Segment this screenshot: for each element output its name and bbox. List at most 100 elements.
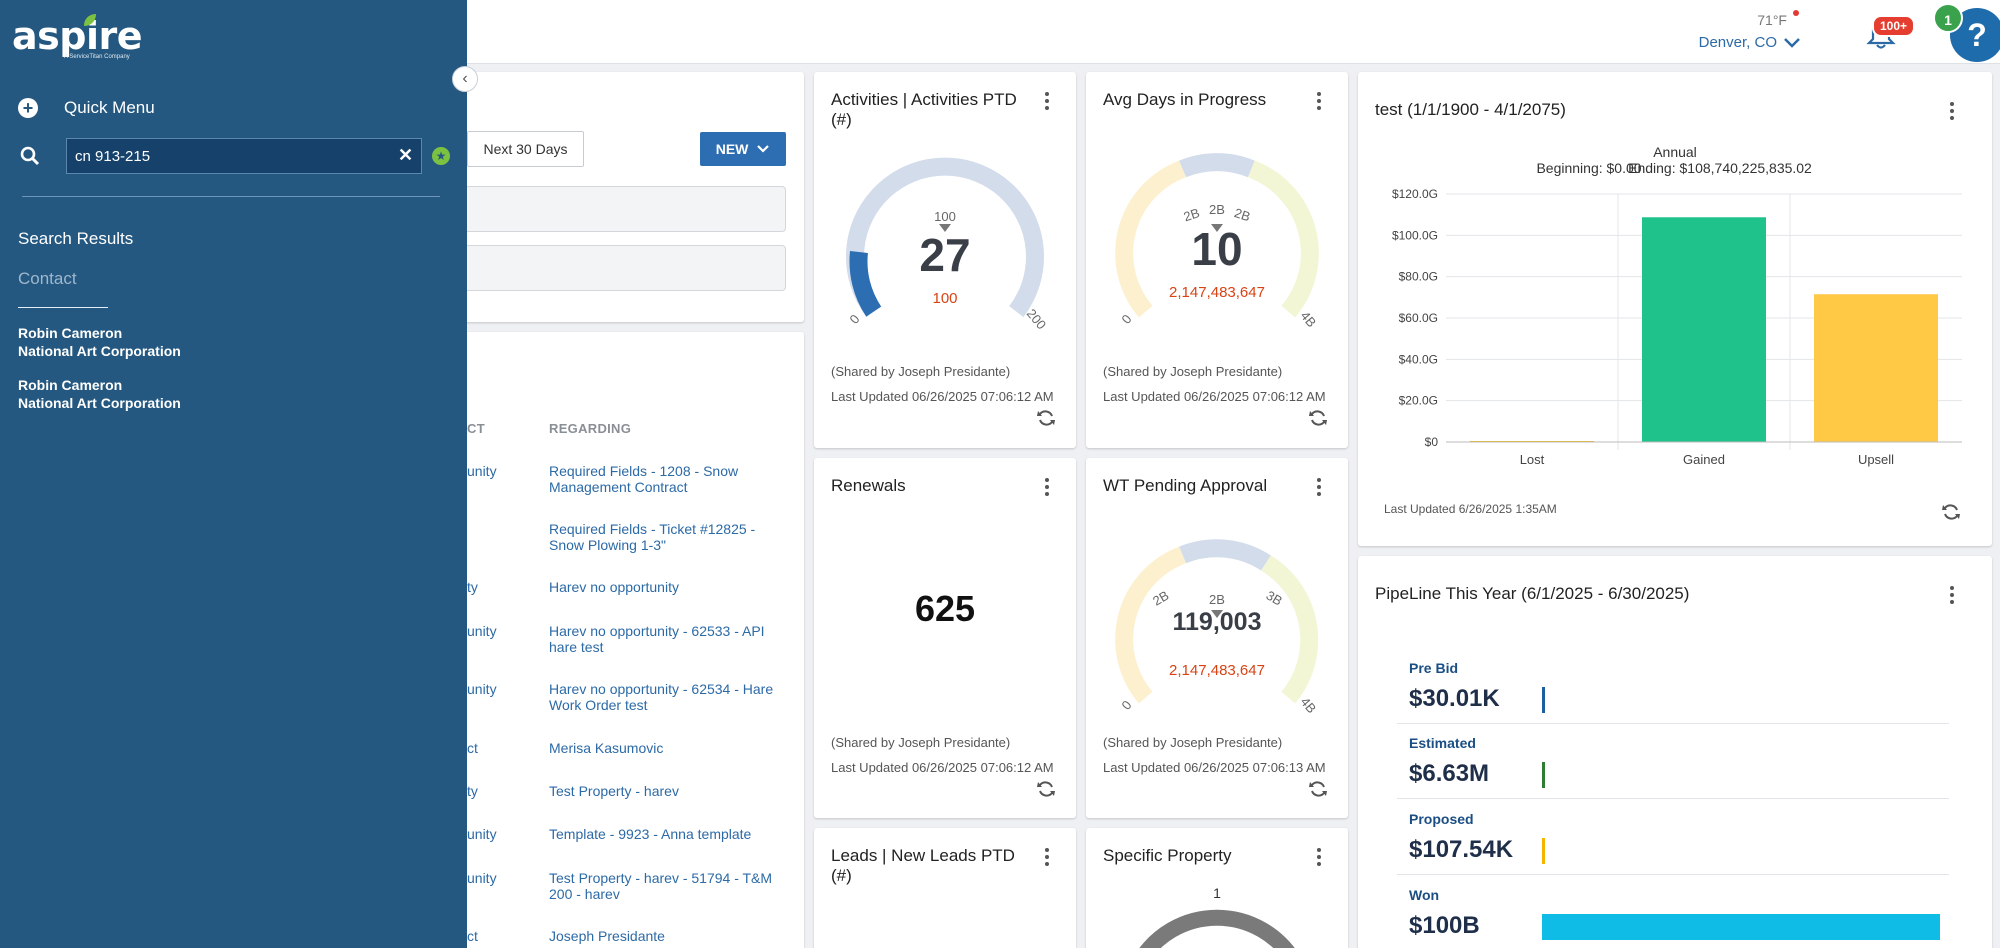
last-updated: Last Updated 06/26/2025 07:06:12 AM [1103,389,1326,404]
pipeline-stage-value: $107.54K [1409,836,1514,863]
y-tick-label: $20.0G [1399,394,1438,408]
gauge-tick-min: 0 [1118,312,1134,327]
activity-regarding-link[interactable]: Required Fields - Ticket #12825 - Snow P… [549,521,756,553]
x-tick-label: Gained [1683,452,1725,467]
weather-widget[interactable]: 71°F Denver, CO [1698,10,1801,51]
activity-regarding-link[interactable]: Joseph Presidante [549,928,665,944]
search-result-item[interactable]: Robin Cameron National Art Corporation [18,376,181,412]
refresh-icon[interactable] [1036,408,1056,428]
gauge-target: 2,147,483,647 [1169,662,1265,679]
widget-leads: Leads | New Leads PTD (#) [814,828,1076,948]
activity-type: unity [467,463,497,479]
gauge-tick-min: 0 [846,312,862,327]
bar-upsell [1814,294,1938,442]
x-tick-label: Lost [1520,452,1545,467]
activity-type: ty [467,783,478,799]
widget-specific-property: Specific Property 1 [1086,828,1348,948]
refresh-icon[interactable] [1308,779,1328,799]
leaf-icon [84,14,96,26]
bar-gained [1642,217,1766,442]
more-options-icon[interactable] [1316,848,1322,869]
last-updated: Last Updated 06/26/2025 07:06:12 AM [831,760,1054,775]
result-company: National Art Corporation [18,395,181,411]
more-options-icon[interactable] [1949,102,1955,123]
collapse-sidebar-button[interactable]: ‹ [452,66,478,92]
chart-title: Annual [1653,146,1697,160]
gauge-value: 10 [1191,223,1243,275]
activity-regarding-link[interactable]: Required Fields - 1208 - Snow Management… [549,463,739,495]
result-company: National Art Corporation [18,343,181,359]
refresh-icon[interactable] [1308,408,1328,428]
gauge-tick-top: 100 [934,209,956,224]
pipeline-stage-bar[interactable] [1542,762,1545,788]
activity-list [440,332,804,948]
gauge-tick-max: 4B [1298,694,1320,716]
more-options-icon[interactable] [1316,478,1322,499]
gauge-tick-max: 4B [1298,308,1320,330]
widget-title: WT Pending Approval [1103,476,1268,495]
gauge-tick-left: 2B [1150,588,1171,609]
search-result-item[interactable]: Robin Cameron National Art Corporation [18,324,181,360]
last-updated: Last Updated 06/26/2025 07:06:13 AM [1103,760,1326,775]
column-header-regarding[interactable]: REGARDING [549,421,632,436]
gauge-target: 2,147,483,647 [1169,284,1265,301]
activity-regarding-link[interactable]: Test Property - harev [549,783,679,799]
widget-renewals: Renewals 625 (Shared by Joseph Presidant… [814,458,1076,818]
widget-title: test (1/1/1900 - 4/1/2075) [1375,100,1566,119]
gauge-tick-left: 2B [1182,205,1202,224]
gauge-tick-top: 2B [1209,202,1225,217]
result-name: Robin Cameron [18,377,123,393]
pipeline-stage-value: $6.63M [1409,760,1490,787]
refresh-icon[interactable] [1941,502,1961,522]
more-options-icon[interactable] [1044,848,1050,869]
favorite-star-icon[interactable]: ★ [432,147,450,165]
more-options-icon[interactable] [1316,92,1322,113]
refresh-icon[interactable] [1036,779,1056,799]
chevron-down-icon[interactable] [1783,37,1801,49]
y-tick-label: $40.0G [1399,352,1438,366]
activity-regarding-link[interactable]: Harev no opportunity - 62534 - Hare Work… [549,681,774,713]
widget-value: 625 [914,588,976,629]
new-button-label: NEW [715,141,749,157]
filter-field-2[interactable] [467,245,786,291]
last-updated: Last Updated 06/26/2025 07:06:12 AM [831,389,1054,404]
divider [22,196,440,197]
result-name: Robin Cameron [18,325,123,341]
pipeline-stage-value: $30.01K [1409,685,1500,712]
pipeline-stage-label: Won [1409,887,1440,903]
search-results-category[interactable]: Contact [18,269,77,288]
clear-search-icon[interactable]: ✕ [398,145,414,165]
category-underline [18,307,108,308]
next-30-days-button[interactable]: Next 30 Days [467,131,584,167]
y-tick-label: $0 [1425,435,1439,449]
gauge-tick-right: 3B [1264,588,1285,609]
activity-regarding-link[interactable]: Harev no opportunity - 62533 - API hare … [549,623,765,655]
aspire-logo[interactable]: aspire A ServiceTitan Company [12,14,143,60]
help-badge: 1 [1933,3,1963,33]
activity-regarding-link[interactable]: Harev no opportunity [549,579,679,595]
column-header-contact[interactable]: CT [467,421,485,436]
pipeline-stage-bar[interactable] [1542,838,1545,864]
location: Denver, CO [1698,34,1777,51]
pipeline-stage-label: Estimated [1409,735,1476,751]
activity-regarding-link[interactable]: Test Property - harev - 51794 - T&M 200 … [549,870,773,902]
filter-field-1[interactable] [467,186,786,232]
activity-type: unity [467,623,497,639]
search-icon[interactable] [20,146,40,166]
y-tick-label: $80.0G [1399,270,1438,284]
chart-subtitle-beginning: Beginning: $0.00 [1536,160,1641,176]
activity-regarding-link[interactable]: Merisa Kasumovic [549,740,664,756]
notifications-badge: 100+ [1872,15,1916,37]
quick-menu[interactable]: + Quick Menu [18,98,155,118]
new-button[interactable]: NEW [700,132,786,166]
more-options-icon[interactable] [1044,478,1050,499]
pipeline-separator [1397,874,1949,875]
pipeline-stage-bar[interactable] [1542,914,1940,940]
pipeline-stage-bar[interactable] [1542,687,1545,713]
search-input[interactable] [66,138,422,174]
widget-avg-days: Avg Days in Progress 2B 2B 2B 0 4B 10 2,… [1086,72,1348,448]
more-options-icon[interactable] [1949,586,1955,607]
activity-regarding-link[interactable]: Template - 9923 - Anna template [549,826,752,842]
more-options-icon[interactable] [1044,92,1050,113]
